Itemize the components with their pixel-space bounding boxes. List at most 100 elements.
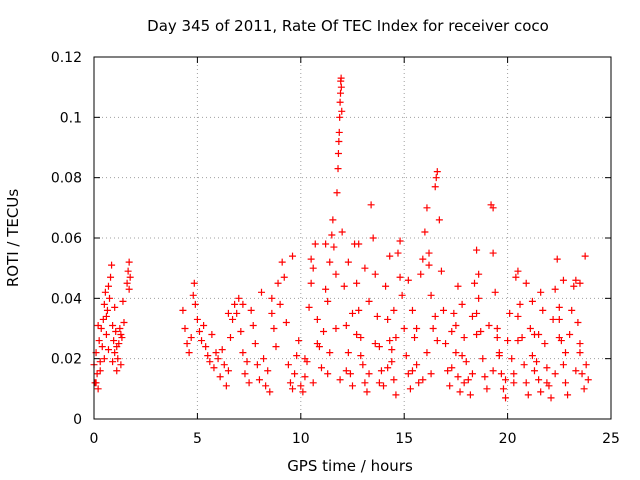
data-point [384,364,392,372]
data-point [413,361,421,369]
data-point [278,258,286,266]
data-point [282,318,290,326]
data-point [369,234,377,242]
data-point [272,343,280,351]
data-point [342,321,350,329]
data-point [297,382,305,390]
plot-frame [93,56,612,420]
data-point [520,361,528,369]
data-point [295,337,303,345]
data-point [202,343,210,351]
data-point [553,255,561,263]
data-point [555,334,563,342]
data-point [324,297,332,305]
data-point [235,294,243,302]
data-point [431,312,439,320]
data-point [493,334,501,342]
data-point [514,267,522,275]
data-point [120,318,128,326]
data-point [328,231,336,239]
data-point [251,340,259,348]
data-point [448,364,456,372]
data-point [220,361,228,369]
data-point [479,355,487,363]
data-point [429,325,437,332]
data-point [433,168,441,176]
data-point [313,315,321,323]
data-point [572,276,580,284]
data-point [543,364,551,372]
data-point [508,355,516,363]
data-point [371,340,379,348]
data-point [333,189,341,197]
data-point [454,373,462,381]
data-point [102,312,110,320]
data-point [425,261,433,269]
data-point [243,358,251,366]
x-tick-label: 5 [193,431,202,447]
data-point [419,255,427,263]
data-point [518,334,526,342]
data-point [326,349,334,357]
data-point [338,107,346,115]
data-point [123,279,131,287]
data-point [349,309,356,317]
data-point [106,294,114,302]
data-point [580,385,588,393]
data-point [311,240,319,248]
data-point [190,279,198,287]
data-point [514,337,522,345]
data-point [330,243,338,251]
data-point [406,385,414,393]
data-point [390,376,398,384]
y-tick-label: 0.12 [51,50,82,66]
y-axis-title: ROTI / TECUs [4,189,22,287]
data-point [559,361,567,369]
data-point [206,358,214,366]
chart-title: Day 345 of 2011, Rate Of TEC Index for r… [147,17,549,35]
data-point [222,382,230,390]
data-point [578,370,586,378]
data-point [334,150,342,158]
data-point [193,315,201,323]
data-point [260,355,268,363]
data-point [231,300,239,308]
data-point [555,315,563,323]
data-point [286,379,294,387]
data-point [335,137,343,145]
data-point [349,382,356,390]
x-tick-labels: 0 5 10 15 20 25 [90,431,620,447]
data-point [338,228,346,236]
data-point [332,325,340,332]
data-point [533,358,541,366]
data-point [262,382,270,390]
data-point [448,328,456,336]
data-point [99,315,107,323]
data-point [421,228,429,236]
data-point [382,282,390,290]
data-point [562,349,570,357]
grid-lines [94,57,611,419]
data-point [493,325,501,332]
data-point [239,349,247,357]
data-point [179,306,187,314]
data-point [491,288,499,296]
data-point [183,340,191,348]
data-point [454,282,462,290]
data-point [528,297,536,305]
x-tick-label: 20 [499,431,517,447]
data-point [124,267,132,275]
data-point [400,325,408,332]
data-point [291,370,299,378]
data-point [322,240,330,248]
data-point [541,340,549,348]
data-point [425,249,433,257]
data-point [415,379,423,387]
data-point [276,300,284,308]
data-point [336,98,344,106]
data-point [442,340,450,348]
data-point [404,276,412,284]
data-point [361,264,369,272]
data-point [293,352,301,360]
